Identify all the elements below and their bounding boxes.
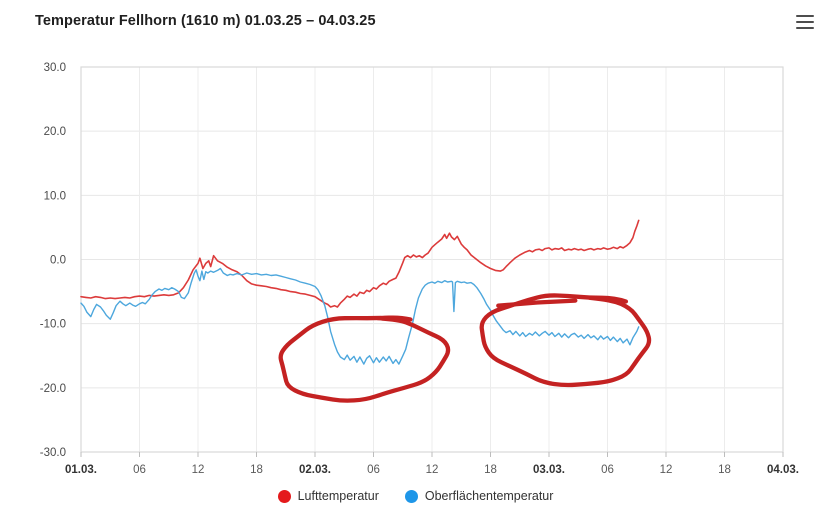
x-tick-label: 04.03. [767, 464, 799, 476]
x-tick-label: 12 [426, 464, 439, 476]
legend-item-lufttemperatur[interactable]: Lufttemperatur [277, 489, 379, 503]
hamburger-menu-icon[interactable] [796, 15, 814, 29]
y-tick-label: -20.0 [40, 383, 66, 395]
y-tick-label: -10.0 [40, 319, 66, 331]
red-series-dot-icon [277, 489, 291, 503]
chart-legend: Lufttemperatur Oberflächentemperatur [0, 489, 831, 503]
legend-item-oberflaechentemperatur[interactable]: Oberflächentemperatur [404, 489, 554, 503]
y-tick-label: -30.0 [40, 447, 66, 459]
legend-label: Lufttemperatur [297, 489, 379, 503]
y-tick-label: 0.0 [50, 255, 66, 267]
x-tick-label: 18 [718, 464, 731, 476]
menu-bar [796, 15, 814, 17]
hand-drawn-circle-annotation [479, 293, 652, 388]
y-tick-label: 10.0 [44, 190, 66, 202]
hand-drawn-circle-annotation [278, 315, 451, 403]
x-tick-label: 02.03. [299, 464, 331, 476]
x-tick-label: 06 [133, 464, 146, 476]
x-tick-label: 12 [660, 464, 673, 476]
series-line-lufttemperatur [80, 219, 640, 308]
x-tick-label: 06 [367, 464, 380, 476]
series-line-oberflaechentemperatur [80, 267, 640, 365]
legend-label: Oberflächentemperatur [424, 489, 554, 503]
x-tick-label: 18 [484, 464, 497, 476]
x-tick-label: 01.03. [65, 464, 97, 476]
menu-bar [796, 27, 814, 29]
hand-drawn-stroke-annotation [496, 298, 578, 308]
page-title: Temperatur Fellhorn (1610 m) 01.03.25 – … [35, 13, 376, 29]
menu-bar [796, 21, 814, 23]
x-tick-label: 06 [601, 464, 614, 476]
y-tick-label: 30.0 [44, 62, 66, 74]
blue-series-dot-icon [404, 489, 418, 503]
x-tick-label: 12 [192, 464, 205, 476]
x-tick-label: 18 [250, 464, 263, 476]
x-tick-label: 03.03. [533, 464, 565, 476]
y-tick-label: 20.0 [44, 126, 66, 138]
